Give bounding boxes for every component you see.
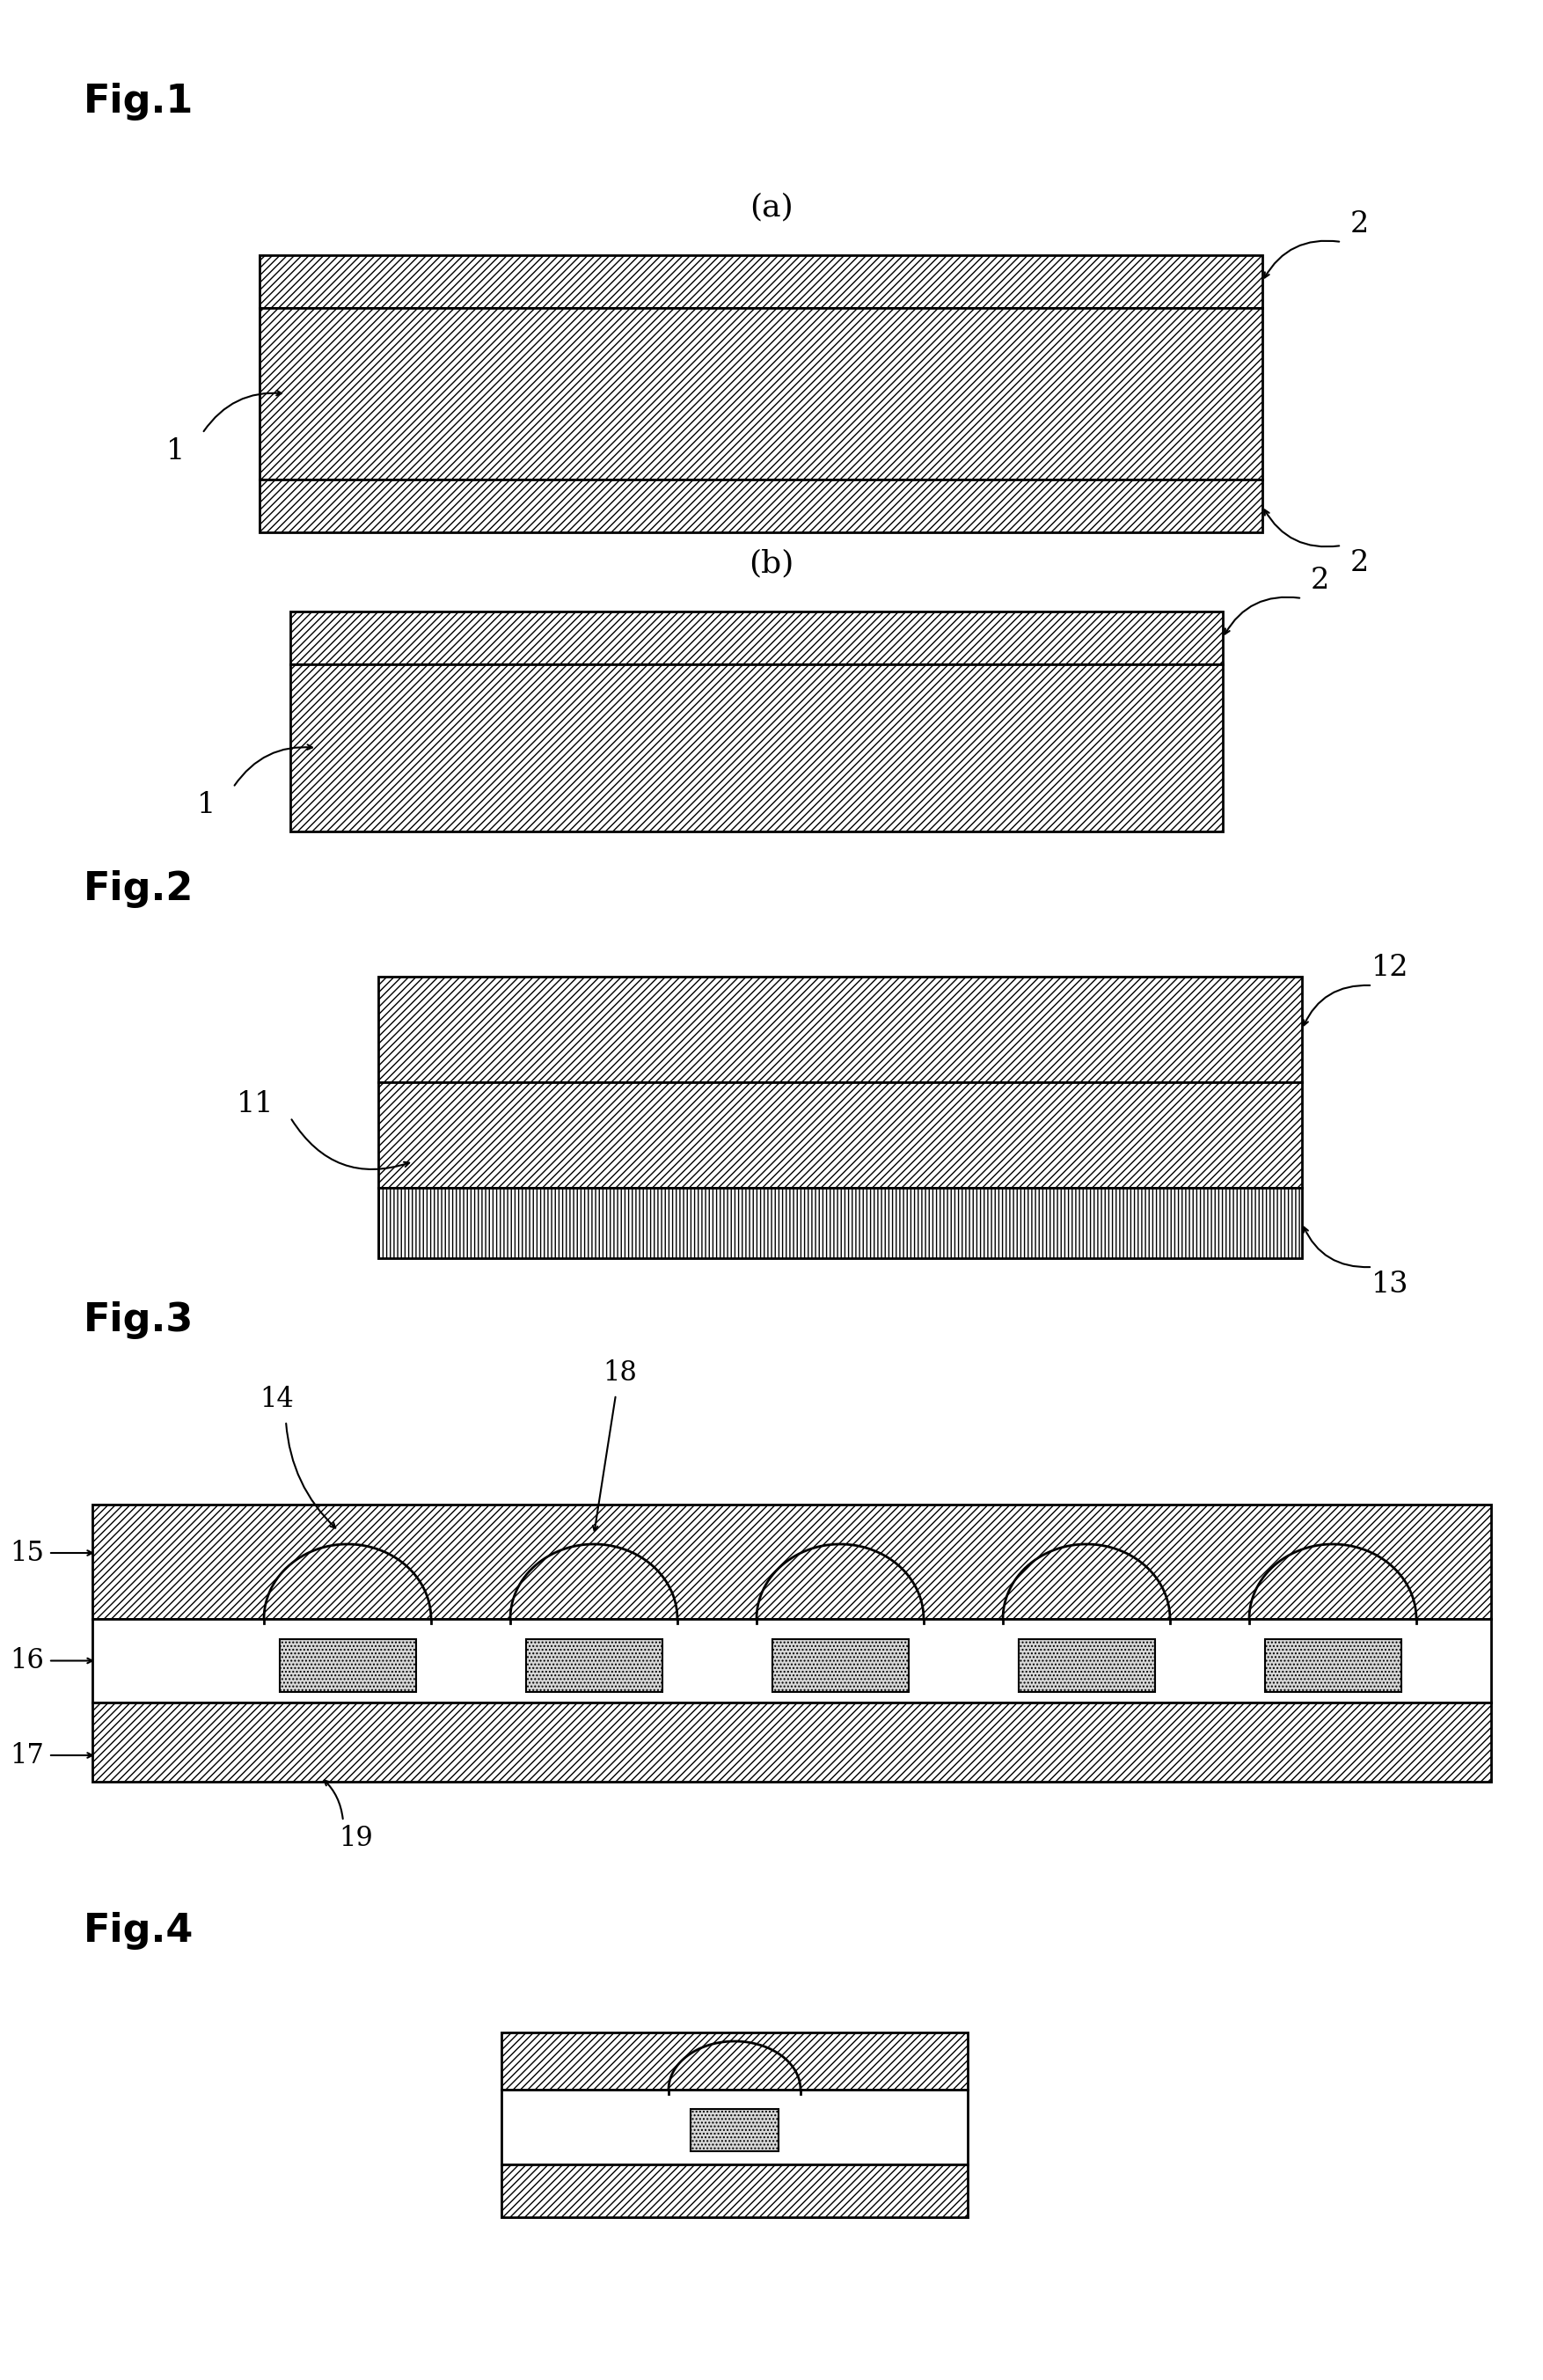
Text: 1: 1 xyxy=(198,790,216,819)
Text: Fig.1: Fig.1 xyxy=(83,83,194,119)
Bar xyxy=(773,1640,909,1692)
Bar xyxy=(501,2033,967,2090)
Bar xyxy=(93,1618,1491,1702)
Bar xyxy=(691,2109,779,2152)
Text: 14: 14 xyxy=(261,1385,295,1414)
Text: 13: 13 xyxy=(1372,1271,1409,1299)
Bar xyxy=(290,664,1222,831)
Text: Fig.3: Fig.3 xyxy=(83,1302,194,1338)
Text: 2: 2 xyxy=(1310,566,1329,595)
Bar xyxy=(259,478,1262,533)
Bar xyxy=(526,1640,662,1692)
Text: 17: 17 xyxy=(9,1742,45,1768)
Bar xyxy=(378,1188,1302,1259)
Bar xyxy=(259,255,1262,307)
Bar xyxy=(279,1640,417,1692)
Bar xyxy=(93,1504,1491,1618)
Bar xyxy=(1018,1640,1156,1692)
Bar xyxy=(501,2090,967,2163)
Bar xyxy=(378,1083,1302,1188)
Text: 11: 11 xyxy=(236,1090,273,1119)
Text: 16: 16 xyxy=(9,1647,45,1676)
Text: 12: 12 xyxy=(1372,954,1409,983)
Text: Fig.4: Fig.4 xyxy=(83,1914,194,1949)
Text: 19: 19 xyxy=(339,1825,373,1852)
Bar xyxy=(1265,1640,1401,1692)
Text: Fig.2: Fig.2 xyxy=(83,869,194,907)
Bar xyxy=(378,976,1302,1083)
Bar xyxy=(501,2163,967,2218)
Text: 18: 18 xyxy=(603,1359,637,1385)
Text: (a): (a) xyxy=(750,193,793,221)
Text: 1: 1 xyxy=(167,438,185,464)
Text: (b): (b) xyxy=(748,547,795,578)
Bar xyxy=(290,612,1222,664)
Text: 2: 2 xyxy=(1350,550,1369,578)
Bar xyxy=(93,1702,1491,1783)
Bar xyxy=(259,307,1262,478)
Text: 2: 2 xyxy=(1350,209,1369,238)
Text: 15: 15 xyxy=(9,1540,45,1566)
